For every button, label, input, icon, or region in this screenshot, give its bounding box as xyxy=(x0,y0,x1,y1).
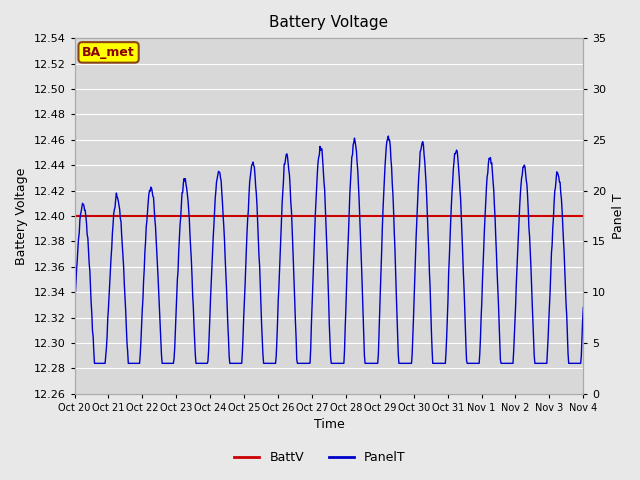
Title: Battery Voltage: Battery Voltage xyxy=(269,15,388,30)
Y-axis label: Battery Voltage: Battery Voltage xyxy=(15,167,28,264)
Y-axis label: Panel T: Panel T xyxy=(612,193,625,239)
Text: BA_met: BA_met xyxy=(82,46,135,59)
Legend: BattV, PanelT: BattV, PanelT xyxy=(229,446,411,469)
X-axis label: Time: Time xyxy=(314,419,344,432)
